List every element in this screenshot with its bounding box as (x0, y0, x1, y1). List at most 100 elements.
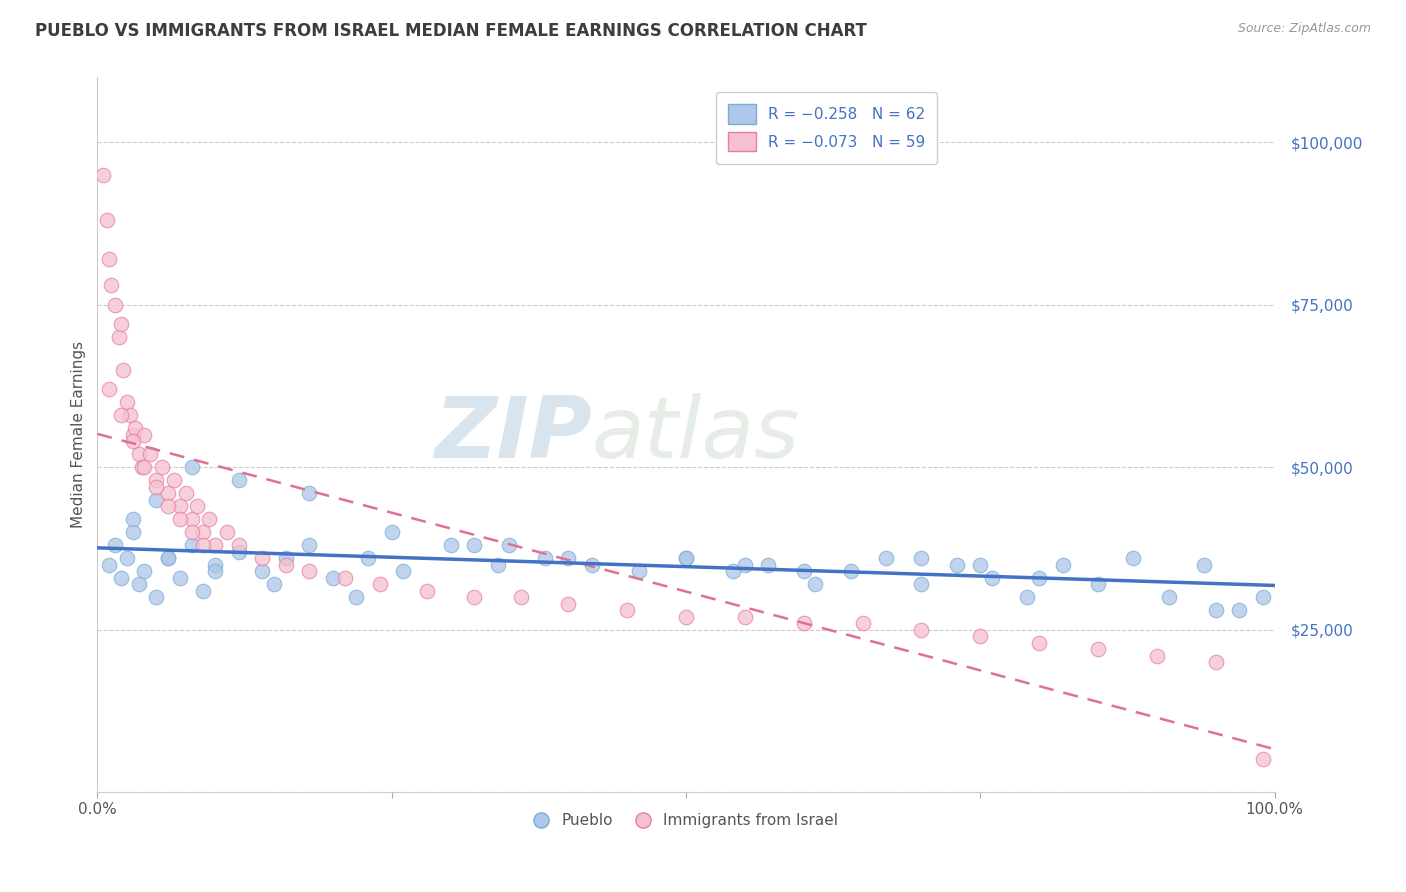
Point (463, 538, 485, 552)
Point (675, 609, 697, 624)
Text: ZIP: ZIP (434, 393, 592, 476)
Point (1192, 558, 1215, 572)
Point (134, 564, 156, 578)
Point (180, 525, 202, 540)
Point (416, 583, 439, 598)
Point (98, 558, 121, 572)
Point (910, 623, 932, 637)
Point (169, 499, 191, 513)
Point (180, 538, 202, 552)
Point (193, 525, 215, 540)
Point (1205, 655, 1227, 669)
Point (1157, 590, 1180, 604)
Point (557, 597, 579, 611)
Point (120, 408, 142, 422)
Point (734, 558, 756, 572)
Point (581, 558, 603, 572)
Point (204, 558, 226, 572)
Point (298, 486, 321, 500)
Point (1087, 577, 1109, 591)
Point (463, 590, 485, 604)
Point (910, 577, 932, 591)
Point (215, 525, 238, 540)
Point (128, 447, 150, 461)
Point (498, 538, 520, 552)
Point (627, 564, 650, 578)
Point (721, 564, 744, 578)
Point (193, 538, 215, 552)
Point (115, 395, 138, 409)
Point (193, 583, 215, 598)
Point (1028, 635, 1050, 649)
Point (381, 525, 404, 540)
Point (756, 558, 779, 572)
Text: PUEBLO VS IMMIGRANTS FROM ISRAEL MEDIAN FEMALE EARNINGS CORRELATION CHART: PUEBLO VS IMMIGRANTS FROM ISRAEL MEDIAN … (35, 22, 868, 40)
Point (616, 603, 638, 617)
Text: atlas: atlas (592, 393, 800, 476)
Point (134, 460, 156, 475)
Point (910, 551, 932, 566)
Point (91, 168, 114, 182)
Point (121, 434, 143, 449)
Point (110, 408, 132, 422)
Point (145, 473, 167, 487)
Point (156, 551, 179, 566)
Point (110, 571, 132, 585)
Point (510, 590, 533, 604)
Point (134, 427, 156, 442)
Point (186, 499, 208, 513)
Point (734, 609, 756, 624)
Point (357, 551, 380, 566)
Point (945, 558, 967, 572)
Point (156, 499, 179, 513)
Point (156, 551, 179, 566)
Point (180, 460, 202, 475)
Point (344, 590, 367, 604)
Point (274, 551, 297, 566)
Point (228, 538, 250, 552)
Point (839, 564, 862, 578)
Point (139, 447, 162, 461)
Point (1087, 642, 1109, 657)
Point (121, 427, 143, 442)
Point (124, 421, 146, 435)
Point (392, 564, 415, 578)
Point (250, 551, 273, 566)
Point (100, 278, 122, 293)
Point (1251, 752, 1274, 766)
Point (1251, 590, 1274, 604)
Point (969, 558, 991, 572)
Point (121, 512, 143, 526)
Point (274, 558, 297, 572)
Point (557, 551, 579, 566)
Point (1146, 648, 1168, 663)
Point (486, 558, 509, 572)
Point (145, 492, 167, 507)
Point (1017, 590, 1039, 604)
Point (169, 512, 191, 526)
Point (533, 551, 555, 566)
Point (298, 538, 321, 552)
Point (1052, 558, 1074, 572)
Legend: Pueblo, Immigrants from Israel: Pueblo, Immigrants from Israel (527, 807, 844, 834)
Y-axis label: Median Female Earnings: Median Female Earnings (72, 341, 86, 528)
Point (110, 318, 132, 332)
Point (675, 551, 697, 566)
Point (368, 577, 391, 591)
Point (131, 460, 153, 475)
Point (851, 616, 873, 631)
Point (174, 486, 197, 500)
Point (145, 480, 167, 494)
Point (180, 512, 202, 526)
Point (981, 571, 1004, 585)
Point (96, 213, 118, 227)
Point (1122, 551, 1144, 566)
Point (204, 564, 226, 578)
Text: Source: ZipAtlas.com: Source: ZipAtlas.com (1237, 22, 1371, 36)
Point (298, 564, 321, 578)
Point (228, 544, 250, 558)
Point (1227, 603, 1250, 617)
Point (793, 564, 815, 578)
Point (150, 460, 173, 475)
Point (169, 571, 191, 585)
